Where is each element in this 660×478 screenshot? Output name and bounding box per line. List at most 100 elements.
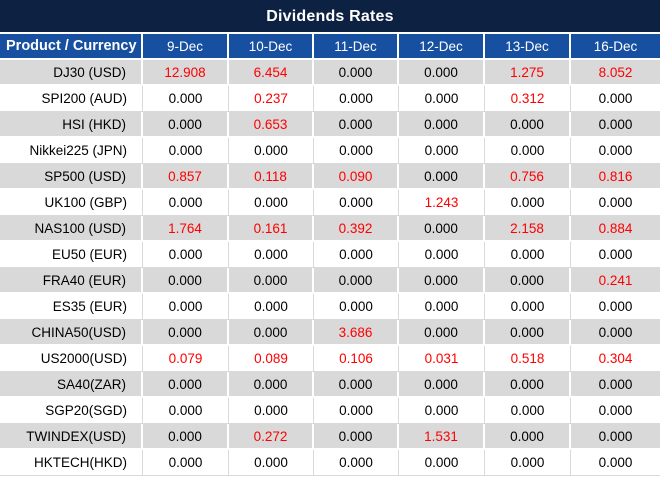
dividend-value-cell: 0.000	[571, 398, 660, 424]
dividend-value-cell: 0.000	[399, 398, 485, 424]
dividend-value-cell: 0.000	[485, 450, 571, 476]
dividend-value-cell: 8.052	[571, 60, 660, 86]
dividend-value-cell: 0.000	[485, 320, 571, 346]
dividend-value-cell: 0.312	[485, 86, 571, 112]
table-header-row: Product / Currency 9-Dec 10-Dec 11-Dec 1…	[0, 34, 660, 60]
dividend-value-cell: 0.000	[314, 86, 399, 112]
dividend-value-cell: 0.000	[143, 242, 229, 268]
dividend-value-cell: 0.031	[399, 346, 485, 372]
dividend-value-cell: 0.000	[143, 320, 229, 346]
dividend-value-cell: 0.241	[571, 268, 660, 294]
product-cell: HSI (HKD)	[0, 112, 143, 138]
dividend-value-cell: 0.000	[229, 190, 314, 216]
product-cell: SA40(ZAR)	[0, 372, 143, 398]
dividend-value-cell: 0.000	[399, 216, 485, 242]
product-cell: US2000(USD)	[0, 346, 143, 372]
dividend-value-cell: 0.000	[485, 372, 571, 398]
date-column-header: 11-Dec	[314, 34, 399, 60]
dividend-value-cell: 0.304	[571, 346, 660, 372]
dividend-value-cell: 0.000	[143, 268, 229, 294]
dividend-value-cell: 0.756	[485, 164, 571, 190]
dividend-value-cell: 1.243	[399, 190, 485, 216]
dividend-value-cell: 0.816	[571, 164, 660, 190]
table-row: ES35 (EUR) 0.000 0.000 0.000 0.000 0.000 0.000	[0, 294, 660, 320]
dividend-value-cell: 0.000	[571, 86, 660, 112]
dividend-value-cell: 0.000	[399, 112, 485, 138]
table-row: CHINA50(USD) 0.000 0.000 3.686 0.000 0.000 0.0…	[0, 320, 660, 346]
product-cell: SP500 (USD)	[0, 164, 143, 190]
dividend-value-cell: 0.272	[229, 424, 314, 450]
dividend-value-cell: 0.000	[399, 86, 485, 112]
table-row: SA40(ZAR) 0.000 0.000 0.000 0.000 0.000 0.000	[0, 372, 660, 398]
dividend-value-cell: 0.000	[571, 424, 660, 450]
dividend-value-cell: 0.000	[143, 138, 229, 164]
dividend-value-cell: 0.000	[229, 294, 314, 320]
table-row: NAS100 (USD) 1.764 0.161 0.392 0.000 2.158 0.8…	[0, 216, 660, 242]
dividend-value-cell: 0.000	[143, 190, 229, 216]
dividend-value-cell: 0.653	[229, 112, 314, 138]
table-row: HKTECH(HKD) 0.000 0.000 0.000 0.000 0.000 0.00…	[0, 450, 660, 476]
dividend-value-cell: 0.000	[399, 268, 485, 294]
dividend-value-cell: 6.454	[229, 60, 314, 86]
table-row: Nikkei225 (JPN) 0.000 0.000 0.000 0.000 0.000…	[0, 138, 660, 164]
dividend-value-cell: 0.000	[229, 398, 314, 424]
dividend-value-cell: 0.000	[143, 86, 229, 112]
product-cell: FRA40 (EUR)	[0, 268, 143, 294]
dividend-value-cell: 0.000	[314, 138, 399, 164]
dividend-value-cell: 0.000	[314, 372, 399, 398]
dividend-value-cell: 0.000	[229, 320, 314, 346]
dividend-value-cell: 0.000	[314, 268, 399, 294]
date-column-header: 16-Dec	[571, 34, 660, 60]
dividend-value-cell: 0.000	[399, 60, 485, 86]
dividend-value-cell: 0.000	[314, 190, 399, 216]
dividends-table: Product / Currency 9-Dec 10-Dec 11-Dec 1…	[0, 34, 660, 476]
dividend-value-cell: 0.000	[571, 320, 660, 346]
dividend-value-cell: 0.000	[399, 372, 485, 398]
dividend-value-cell: 0.000	[399, 138, 485, 164]
dividend-value-cell: 0.000	[571, 450, 660, 476]
dividend-value-cell: 0.000	[485, 138, 571, 164]
dividend-value-cell: 0.000	[314, 398, 399, 424]
dividend-value-cell: 2.158	[485, 216, 571, 242]
dividend-value-cell: 0.000	[229, 450, 314, 476]
dividend-value-cell: 0.079	[143, 346, 229, 372]
dividend-value-cell: 0.000	[571, 294, 660, 320]
dividend-value-cell: 0.000	[399, 242, 485, 268]
dividend-value-cell: 0.000	[485, 268, 571, 294]
dividend-value-cell: 1.764	[143, 216, 229, 242]
dividend-value-cell: 1.531	[399, 424, 485, 450]
dividend-value-cell: 0.000	[485, 112, 571, 138]
product-cell: DJ30 (USD)	[0, 60, 143, 86]
dividend-value-cell: 0.000	[485, 424, 571, 450]
product-cell: SGP20(SGD)	[0, 398, 143, 424]
dividend-value-cell: 0.000	[229, 372, 314, 398]
dividend-value-cell: 0.000	[485, 294, 571, 320]
dividend-value-cell: 0.000	[399, 294, 485, 320]
table-row: FRA40 (EUR) 0.000 0.000 0.000 0.000 0.000 0.24…	[0, 268, 660, 294]
dividend-value-cell: 0.518	[485, 346, 571, 372]
dividend-value-cell: 0.000	[399, 450, 485, 476]
product-currency-header: Product / Currency	[0, 34, 143, 60]
product-cell: EU50 (EUR)	[0, 242, 143, 268]
dividend-value-cell: 0.857	[143, 164, 229, 190]
dividend-value-cell: 0.161	[229, 216, 314, 242]
dividend-value-cell: 0.000	[314, 294, 399, 320]
dividend-value-cell: 0.884	[571, 216, 660, 242]
dividend-value-cell: 0.000	[485, 398, 571, 424]
product-cell: NAS100 (USD)	[0, 216, 143, 242]
table-row: US2000(USD) 0.079 0.089 0.106 0.031 0.518 0.30…	[0, 346, 660, 372]
dividend-value-cell: 0.000	[143, 294, 229, 320]
dividend-value-cell: 0.000	[229, 268, 314, 294]
dividend-value-cell: 0.000	[314, 242, 399, 268]
dividend-value-cell: 3.686	[314, 320, 399, 346]
dividend-value-cell: 0.000	[485, 190, 571, 216]
table-title: Dividends Rates	[0, 0, 660, 34]
dividend-value-cell: 0.000	[143, 450, 229, 476]
product-cell: SPI200 (AUD)	[0, 86, 143, 112]
table-row: DJ30 (USD) 12.908 6.454 0.000 0.000 1.275 8.05…	[0, 60, 660, 86]
dividend-value-cell: 0.000	[571, 190, 660, 216]
dividend-value-cell: 0.000	[485, 242, 571, 268]
dividend-value-cell: 0.000	[229, 138, 314, 164]
table-row: SGP20(SGD) 0.000 0.000 0.000 0.000 0.000 0.000	[0, 398, 660, 424]
